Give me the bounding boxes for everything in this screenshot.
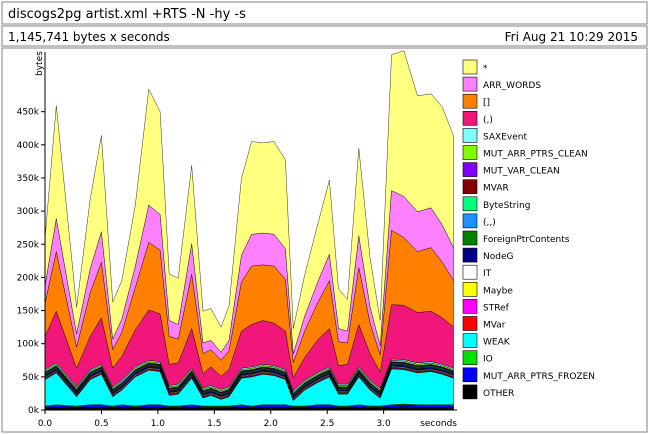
legend-item-it: IT [462,264,492,280]
legend-label: MVAR [483,184,509,194]
legend-label: MUT_ARR_PTRS_FROZEN [483,372,595,382]
legend-swatch [462,59,478,75]
summary-text: 1,145,741 bytes x seconds [8,30,170,44]
legend-swatch [462,350,478,366]
legend-swatch [462,367,478,383]
legend-item-symbol: * [462,59,488,75]
y-tick-label: 0k [28,406,40,416]
legend-swatch [462,213,478,229]
x-tick-label: 1.0 [151,419,166,429]
legend-item-other: OTHER [462,384,514,400]
y-tick-label: 150k [17,307,40,317]
legend-item-arr-words: ARR_WORDS [462,76,541,92]
legend-item-mut-arr-ptrs-clean: MUT_ARR_PTRS_CLEAN [462,145,588,160]
legend-label: MVar [483,321,506,331]
legend-label: NodeG [483,252,513,262]
legend-label: SAXEvent [483,132,527,142]
x-axis: 0.0 0.5 1.0 1.5 2.0 2.5 3.0 [38,409,457,429]
area-series-19 [44,50,454,354]
y-tick-label: 200k [17,273,40,283]
legend-label: MUT_VAR_CLEAN [483,167,560,177]
y-tick-label: 300k [17,207,40,217]
title-box [1,1,648,25]
legend-label: IT [483,269,492,279]
legend-swatch [462,264,478,280]
legend-swatch [462,247,478,263]
legend-item-mut-var-clean: MUT_VAR_CLEAN [462,162,560,177]
y-tick-label: 400k [17,141,40,151]
legend-swatch [462,384,478,400]
x-axis-label: seconds [420,419,457,429]
legend-swatch [462,162,478,177]
y-tick-label: 100k [17,340,40,350]
legend-item-symbol: (,) [462,111,493,126]
legend-swatch [462,316,478,331]
legend-swatch [462,145,478,160]
legend-swatch [462,230,478,246]
date-text: Fri Aug 21 10:29 2015 [505,30,638,44]
legend-swatch [462,93,478,109]
legend-swatch [462,333,478,348]
legend-label: IO [483,355,493,365]
legend-item-foreignptrcontents: ForeignPtrContents [462,230,570,246]
legend-label: WEAK [483,338,511,348]
legend-label: [] [483,98,490,108]
summary-box [1,25,648,47]
legend-swatch [462,196,478,212]
program-title: discogs2pg artist.xml +RTS -N -hy -s [8,7,246,22]
y-tick-label: 450k [17,108,40,118]
legend-swatch [462,111,478,126]
legend-swatch [462,281,478,297]
legend-item-io: IO [462,350,493,366]
legend-swatch [462,299,478,314]
legend-swatch [462,76,478,92]
plot-area [44,50,454,411]
legend-label: ForeignPtrContents [483,235,570,245]
x-tick-label: 3.0 [376,419,391,429]
x-tick-label: 1.5 [207,419,221,429]
legend-item-symbol: [] [462,93,490,109]
legend-label: (,,) [483,218,496,228]
legend-item-mvar: MVAR [462,179,509,194]
legend-item-mvar: MVar [462,316,506,331]
legend-label: ARR_WORDS [483,81,541,91]
legend-label: * [483,64,488,74]
x-tick-label: 2.5 [320,419,334,429]
legend-item-nodeg: NodeG [462,247,513,263]
legend-item-bytestring: ByteString [462,196,530,212]
legend-item-saxevent: SAXEvent [462,128,527,143]
legend-label: ByteString [483,201,530,211]
legend-label: MUT_ARR_PTRS_CLEAN [483,150,588,160]
y-axis: 0k 50k 100k 150k 200k 250k 300k 350k 400k 450k [17,52,46,416]
x-tick-label: 0.5 [94,419,108,429]
legend-item-symbol: (,,) [462,213,496,229]
legend: * ARR_WORDS [] (,) SAXEvent MUT_ARR_PTRS_CLEA… [462,59,595,400]
y-tick-label: 250k [17,240,40,250]
y-axis-label: bytes [35,51,45,76]
legend-item-maybe: Maybe [462,281,513,297]
x-tick-label: 2.0 [264,419,279,429]
y-tick-label: 350k [17,174,40,184]
legend-label: STRef [483,303,510,313]
y-tick-label: 50k [22,373,39,383]
legend-swatch [462,128,478,143]
x-tick-label: 0.0 [38,419,53,429]
legend-label: Maybe [483,286,513,296]
legend-item-stref: STRef [462,299,510,314]
legend-label: (,) [483,115,493,125]
legend-item-weak: WEAK [462,333,511,348]
legend-item-mut-arr-ptrs-frozen: MUT_ARR_PTRS_FROZEN [462,367,595,383]
legend-label: OTHER [483,389,514,399]
legend-swatch [462,179,478,194]
